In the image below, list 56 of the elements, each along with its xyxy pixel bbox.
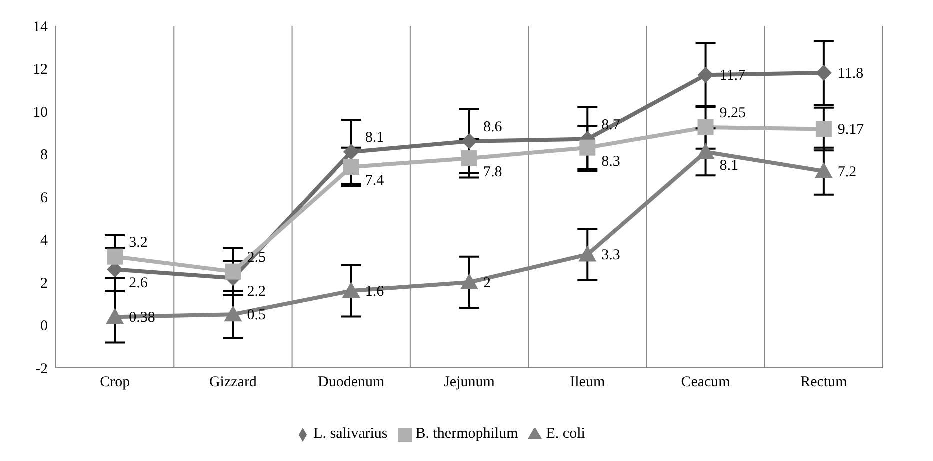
x-tick-label: Gizzard (209, 374, 258, 391)
y-tick-label: 6 (40, 190, 48, 206)
point (460, 274, 478, 290)
y-tick-label: 8 (40, 148, 48, 164)
point (578, 246, 597, 262)
data-label: 3.3 (602, 248, 620, 264)
data-label: 1.6 (365, 284, 385, 300)
data-label: 2.6 (129, 276, 148, 292)
point (462, 150, 478, 167)
legend-label: B. thermophilum (416, 426, 518, 442)
point (343, 144, 360, 160)
point (342, 282, 360, 298)
data-label: 2.2 (247, 284, 266, 300)
x-tick-label: Rectum (800, 374, 848, 391)
legend-label: L. salivarius (314, 426, 388, 442)
legend-label: E. coli (546, 426, 586, 442)
point (462, 133, 478, 150)
point (816, 121, 832, 138)
x-tick-label: Duodenum (318, 374, 386, 391)
data-label: 11.8 (838, 66, 864, 82)
y-tick-label: 0 (40, 318, 48, 335)
x-tick-label: Ceacum (681, 374, 731, 391)
y-tick-label: 10 (33, 104, 48, 121)
y-tick-label: -2 (36, 361, 48, 378)
data-label: 0.38 (129, 310, 156, 326)
data-label: 8.3 (602, 154, 620, 170)
point (816, 65, 832, 82)
data-label: 9.25 (720, 106, 746, 122)
data-label: 7.2 (838, 164, 857, 180)
point (814, 162, 833, 178)
x-tick-label: Jejunum (444, 374, 496, 391)
y-tick-label: 12 (33, 62, 48, 78)
data-label: 8.1 (365, 130, 384, 146)
y-tick-label: 4 (40, 233, 48, 250)
data-label: 3.2 (129, 234, 148, 251)
data-label: 11.7 (720, 68, 746, 84)
data-label: 9.17 (838, 122, 865, 138)
y-tick-label: 14 (33, 19, 48, 36)
point (224, 306, 242, 322)
data-label: 8.6 (484, 119, 503, 136)
point (343, 159, 360, 176)
point (580, 140, 596, 156)
y-tick-label: 2 (40, 276, 48, 292)
point (698, 120, 714, 136)
point (225, 264, 242, 280)
x-tick-label: Crop (100, 374, 130, 391)
data-label: 2 (484, 276, 491, 292)
data-label: 0.5 (247, 308, 266, 324)
point (698, 67, 714, 84)
data-label: 8.1 (720, 158, 739, 174)
point (107, 248, 124, 265)
point (696, 143, 715, 160)
data-label: 7.8 (484, 164, 502, 181)
point (106, 308, 124, 324)
x-tick-label: Ileum (570, 374, 606, 391)
data-label: 7.4 (365, 173, 385, 190)
